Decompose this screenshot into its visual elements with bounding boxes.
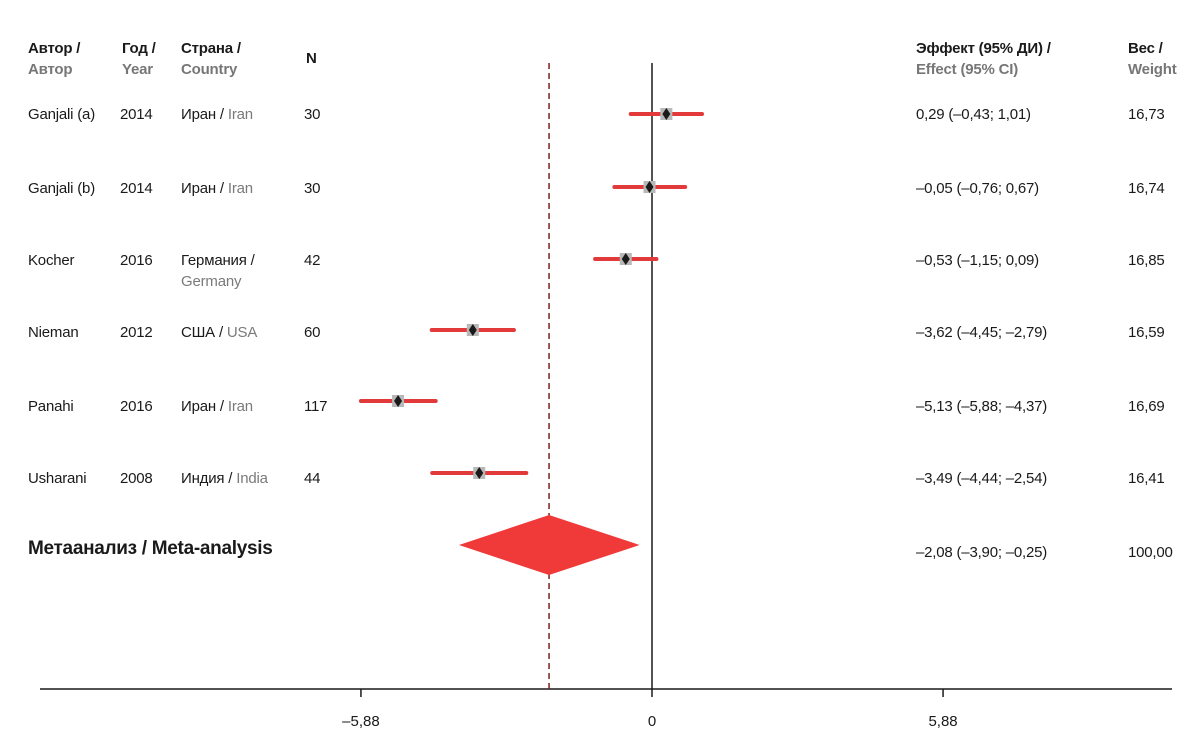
header-country: Страна / Country — [181, 38, 241, 80]
n-cell: 30 — [304, 106, 321, 123]
country-cell: Германия / Germany — [181, 250, 255, 292]
study-point — [662, 108, 671, 120]
country-cell: США / USA — [181, 322, 257, 343]
x-tick-label: 5,88 — [928, 713, 957, 730]
header-effect-en: Effect (95% CI) — [916, 61, 1019, 78]
author-cell: Kocher — [28, 252, 75, 269]
meta-effect-cell: –2,08 (–3,90; –0,25) — [916, 544, 1048, 561]
country-ru: Иран / — [181, 398, 228, 415]
study-point — [394, 395, 403, 407]
year-cell: 2014 — [120, 106, 153, 123]
header-year: Год / Year — [122, 38, 156, 80]
weight-cell: 16,73 — [1128, 106, 1165, 123]
header-country-en: Country — [181, 61, 238, 78]
year-cell: 2012 — [120, 324, 153, 341]
effect-cell: –0,53 (–1,15; 0,09) — [916, 252, 1039, 269]
header-author: Автор / Автор — [28, 38, 80, 80]
country-cell: Индия / India — [181, 468, 268, 489]
study-point — [468, 324, 477, 336]
effect-cell: –0,05 (–0,76; 0,67) — [916, 180, 1039, 197]
study-point — [621, 253, 630, 265]
country-en: India — [236, 470, 268, 487]
weight-cell: 16,59 — [1128, 324, 1165, 341]
n-cell: 42 — [304, 252, 321, 269]
meta-weight-cell: 100,00 — [1128, 544, 1173, 561]
country-cell: Иран / Iran — [181, 104, 253, 125]
header-author-ru: Автор / — [28, 40, 81, 57]
author-cell: Panahi — [28, 398, 74, 415]
country-cell: Иран / Iran — [181, 178, 253, 199]
n-cell: 60 — [304, 324, 321, 341]
effect-cell: –5,13 (–5,88; –4,37) — [916, 398, 1048, 415]
header-effect: Эффект (95% ДИ) / Effect (95% CI) — [916, 38, 1051, 80]
effect-cell: 0,29 (–0,43; 1,01) — [916, 106, 1031, 123]
n-cell: 117 — [304, 398, 328, 415]
header-weight-ru: Вес / — [1128, 40, 1163, 57]
country-en: Germany — [181, 273, 242, 290]
country-ru: Иран / — [181, 106, 228, 123]
header-weight-en: Weight — [1128, 61, 1177, 78]
study-point — [475, 467, 484, 479]
year-cell: 2008 — [120, 470, 153, 487]
pooled-diamond — [458, 515, 640, 575]
header-author-en: Автор — [28, 61, 73, 78]
author-cell: Ganjali (b) — [28, 180, 95, 197]
header-country-ru: Страна / — [181, 40, 241, 57]
country-en: Iran — [227, 180, 253, 197]
n-cell: 44 — [304, 470, 321, 487]
header-weight: Вес / Weight — [1128, 38, 1177, 80]
author-cell: Ganjali (a) — [28, 106, 95, 123]
year-cell: 2016 — [120, 398, 153, 415]
country-en: Iran — [227, 106, 253, 123]
country-ru: Иран / — [181, 180, 228, 197]
n-cell: 30 — [304, 180, 321, 197]
x-tick-label: –5,88 — [342, 713, 380, 730]
effect-cell: –3,62 (–4,45; –2,79) — [916, 324, 1048, 341]
header-year-en: Year — [122, 61, 153, 78]
country-cell: Иран / Iran — [181, 396, 253, 417]
meta-analysis-label: Метаанализ / Meta-analysis — [28, 538, 273, 559]
effect-cell: –3,49 (–4,44; –2,54) — [916, 470, 1048, 487]
year-cell: 2016 — [120, 252, 153, 269]
weight-cell: 16,41 — [1128, 470, 1165, 487]
country-en: Iran — [227, 398, 253, 415]
weight-cell: 16,74 — [1128, 180, 1165, 197]
country-ru: Германия / — [181, 252, 255, 269]
study-point — [645, 181, 654, 193]
weight-cell: 16,85 — [1128, 252, 1165, 269]
author-cell: Usharani — [28, 470, 87, 487]
author-cell: Nieman — [28, 324, 79, 341]
header-n: N — [306, 50, 317, 67]
weight-cell: 16,69 — [1128, 398, 1165, 415]
header-effect-ru: Эффект (95% ДИ) / — [916, 40, 1051, 57]
country-ru: США / — [181, 324, 227, 341]
header-year-ru: Год / — [122, 40, 156, 57]
x-tick-label: 0 — [648, 713, 656, 730]
country-en: USA — [226, 324, 258, 341]
year-cell: 2014 — [120, 180, 153, 197]
country-ru: Индия / — [181, 470, 237, 487]
